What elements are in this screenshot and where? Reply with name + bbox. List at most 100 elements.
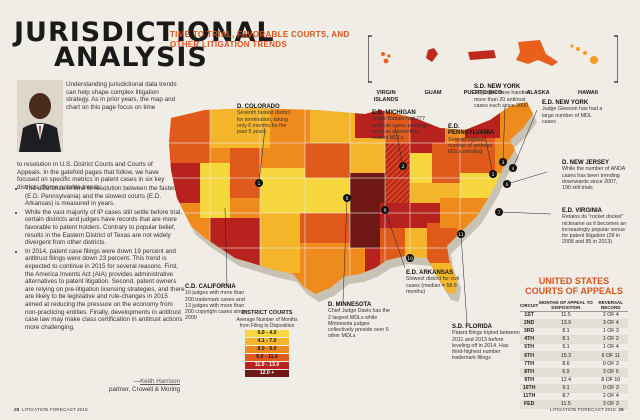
annotation-title: E.D. PENNSYLVANIA — [448, 124, 495, 137]
region-pacific-north[interactable] — [165, 88, 210, 163]
annotation-text: Retains its "rocket docket" nickname as … — [562, 214, 627, 246]
annotation-text: Judge Gleeson has had a large number of … — [542, 106, 603, 125]
table-row: FED 11.5 3 OF 3 — [520, 400, 628, 410]
puerto-rico-shape[interactable] — [468, 50, 496, 60]
intro-paragraph: Understanding jurisdictional data trends… — [66, 81, 177, 111]
table-cell: 2 OF 4 — [593, 392, 628, 402]
list-item: While the vast majority of IP cases stil… — [25, 209, 185, 247]
annotation-title: S.D. FLORIDA — [452, 324, 492, 330]
courts-table: CIRCUIT MONTHS OF APPEAL TO DISPOSITION … — [520, 299, 628, 410]
legend-title: DISTRICT COURTS — [241, 310, 293, 316]
column-header: REVERSAL RECORD — [593, 299, 628, 312]
annotation-cd-california: C.D. CALIFORNIA 10 judges with more than… — [185, 284, 251, 322]
table-row: 4TH 8.1 1 OF 2 — [520, 335, 628, 345]
author-credit: —Keith Harrison partner, Crowell & Morin… — [60, 378, 180, 393]
list-item: In 2014, patent case filings were down 1… — [25, 248, 185, 332]
legend-swatch: 12.0 + — [245, 369, 289, 377]
region-utah[interactable] — [230, 148, 260, 198]
region-iowa[interactable] — [350, 138, 385, 173]
region-kansas[interactable] — [305, 178, 350, 213]
legend-swatch: 8.0 - 9.0 — [245, 345, 289, 353]
table-row: 1ST 11.5 2 OF 4 — [520, 311, 628, 321]
table-cell: 2ND — [520, 319, 539, 329]
table-cell: 11.5 — [538, 311, 594, 321]
annotation-ed-pennsylvania: E.D. PENNSYLVANIA Second-highest number … — [448, 124, 504, 155]
table-cell: 5TH — [520, 343, 539, 353]
table-cell: 8TH — [520, 368, 539, 377]
region-missouri[interactable] — [350, 173, 385, 218]
annotation-text: Second-highest number of antitrust MDLs … — [448, 136, 493, 156]
table-row: 8TH 6.9 3 OF 6 — [520, 368, 628, 377]
table-cell: 9TH — [520, 376, 539, 385]
region-oklahoma[interactable] — [300, 213, 350, 243]
guam-shape[interactable] — [426, 48, 438, 62]
legend-swatch: 4.1 - 7.0 — [245, 337, 289, 345]
annotation-title: D. MINNESOTA — [328, 302, 372, 308]
footer-label: LITIGATION FORECAST 2015 — [550, 408, 616, 413]
intro-paragraph-continued: to resolution in U.S. District Courts an… — [17, 161, 165, 191]
column-header: MONTHS OF APPEAL TO DISPOSITION — [538, 299, 594, 312]
marker-label: 9 — [384, 208, 387, 214]
table-cell: 11.5 — [538, 400, 594, 410]
table-cell: 1ST — [520, 311, 539, 321]
annotation-title: E.D. MICHIGAN — [372, 110, 416, 116]
legend-subtitle: Average Number of Months from Filing to … — [236, 316, 298, 329]
hawaii-shape[interactable] — [570, 44, 598, 64]
territories-panel: VIRGIN ISLANDS GUAM PUERTO RICO ALASKA H… — [368, 34, 618, 103]
region-nebraska[interactable] — [305, 143, 350, 178]
table-cell: 9.1 — [538, 384, 594, 393]
table-cell: 13.9 — [538, 319, 594, 329]
region-colorado[interactable] — [260, 168, 305, 213]
table-cell: FED — [520, 400, 539, 410]
region-illinois[interactable] — [385, 143, 410, 203]
table-cell: 9.1 — [538, 343, 594, 353]
table-header-row: CIRCUIT MONTHS OF APPEAL TO DISPOSITION … — [520, 299, 628, 312]
author-link[interactable]: Keith Harrison — [140, 378, 180, 385]
table-row: 7TH 8.6 0 OF 3 — [520, 360, 628, 369]
title-line-1: JURISDICTIONAL — [14, 17, 275, 48]
table-cell: 0 OF 3 — [593, 384, 628, 393]
table-cell: 3RD — [520, 327, 539, 337]
annotation-text: Seventh fastest district for termination… — [237, 110, 291, 136]
author-role: partner, Crowell & Moring — [108, 385, 180, 393]
marker-label: 4 — [512, 166, 515, 172]
marker-label: 3 — [502, 160, 505, 166]
table-cell: 1 OF 3 — [593, 327, 628, 337]
virgin-islands-shape[interactable] — [381, 52, 391, 64]
region-dakotas[interactable] — [310, 88, 355, 143]
credit-dash: — — [133, 378, 141, 385]
table-cell: 8.7 — [538, 392, 594, 402]
region-nevada[interactable] — [200, 163, 230, 218]
table-row: 10TH 9.1 0 OF 3 — [520, 384, 628, 393]
author-photo — [17, 80, 63, 152]
leader-lines — [224, 105, 552, 325]
territory-label: ALASKA — [526, 90, 550, 96]
list-item: The difference in time to resolution bet… — [25, 185, 185, 208]
region-pennsylvania[interactable] — [455, 138, 495, 173]
table-cell: 1 OF 4 — [593, 343, 628, 353]
table-cell: 1 OF 2 — [593, 335, 628, 345]
region-arkansas[interactable] — [350, 218, 380, 248]
table-cell: 12.4 — [538, 376, 594, 385]
trends-list: The difference in time to resolution bet… — [17, 185, 185, 332]
annotation-title: C.D. CALIFORNIA — [185, 284, 236, 290]
annotation-text: Judge Battani had 277 antitrust cases pe… — [372, 116, 431, 142]
footer-label: LITIGATION FORECAST 2015 — [22, 408, 88, 413]
marker-label: 7 — [498, 210, 501, 216]
annotation-ed-arkansas: E.D. ARKANSAS Slowest district for civil… — [406, 270, 468, 295]
table-cell: 6TH — [520, 351, 539, 361]
legend-swatch: 0.0 - 4.0 — [245, 329, 289, 337]
table-cell: 4TH — [520, 335, 539, 345]
table-cell: 15.3 — [538, 351, 594, 361]
table-row: 5TH 9.1 1 OF 4 — [520, 343, 628, 353]
district-marker[interactable]: 10 — [406, 254, 414, 262]
table-row: 9TH 12.4 8 OF 10 — [520, 376, 628, 385]
table-cell: 11TH — [520, 392, 539, 402]
region-new-mexico[interactable] — [260, 213, 300, 273]
table-cell: 6.9 — [538, 368, 594, 377]
region-california-north[interactable] — [165, 163, 200, 203]
marker-label: 5 — [492, 172, 495, 178]
alaska-shape[interactable] — [516, 40, 558, 66]
territory-label: GUAM — [424, 90, 442, 96]
page-number: 29 — [618, 408, 624, 413]
